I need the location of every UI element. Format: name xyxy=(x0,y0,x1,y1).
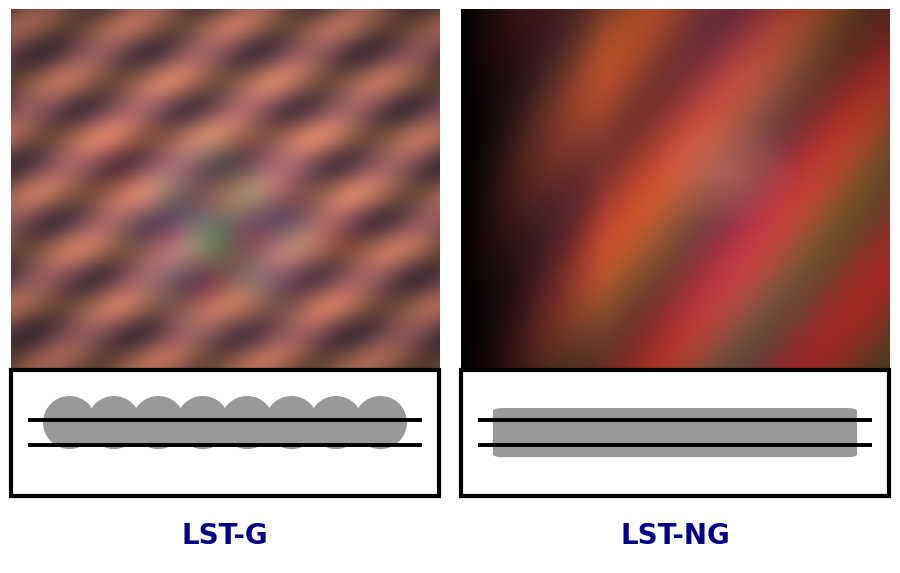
Text: LST-NG: LST-NG xyxy=(620,522,730,550)
Bar xyxy=(54,421,396,444)
FancyBboxPatch shape xyxy=(493,408,857,457)
Ellipse shape xyxy=(43,396,96,449)
Ellipse shape xyxy=(265,396,319,449)
Ellipse shape xyxy=(87,396,140,449)
Ellipse shape xyxy=(176,396,230,449)
Text: LST-G: LST-G xyxy=(182,522,268,550)
Ellipse shape xyxy=(220,396,274,449)
Ellipse shape xyxy=(310,396,363,449)
Ellipse shape xyxy=(354,396,407,449)
Ellipse shape xyxy=(131,396,185,449)
